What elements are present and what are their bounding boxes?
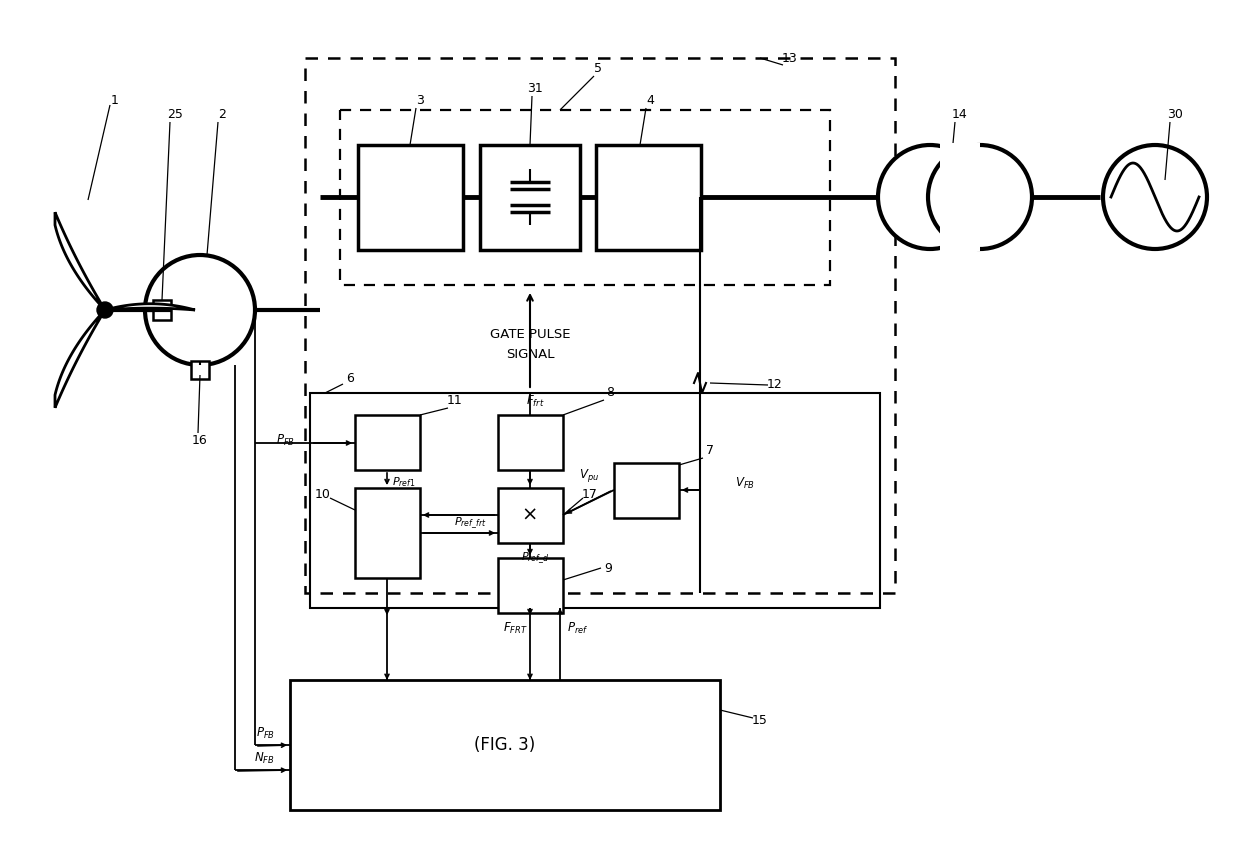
Polygon shape — [55, 310, 105, 408]
Bar — [310, 393, 880, 608]
Text: 12: 12 — [768, 378, 782, 391]
Text: 8: 8 — [606, 386, 614, 400]
Circle shape — [145, 255, 255, 365]
Text: ×: × — [522, 505, 538, 524]
Text: $P_{ref\_frt}$: $P_{ref\_frt}$ — [454, 516, 486, 531]
Text: 13: 13 — [782, 51, 797, 64]
Text: GATE PULSE: GATE PULSE — [490, 329, 570, 341]
Text: 6: 6 — [346, 372, 353, 384]
Bar — [358, 145, 463, 250]
Text: $P_{FB}$: $P_{FB}$ — [255, 726, 275, 740]
Bar — [480, 145, 580, 250]
Text: $P_{ref\_d}$: $P_{ref\_d}$ — [521, 550, 549, 565]
Text: 11: 11 — [448, 394, 463, 407]
Bar — [290, 680, 720, 810]
Text: $F_{FRT}$: $F_{FRT}$ — [502, 620, 527, 636]
Bar — [498, 415, 563, 470]
Text: 31: 31 — [527, 82, 543, 94]
Text: SIGNAL: SIGNAL — [506, 348, 554, 361]
Circle shape — [878, 145, 982, 249]
Bar — [614, 463, 680, 518]
Text: 30: 30 — [1167, 108, 1183, 122]
Bar — [596, 145, 701, 250]
Text: 14: 14 — [952, 108, 968, 122]
Circle shape — [1104, 145, 1207, 249]
Bar — [153, 300, 171, 320]
Bar — [498, 488, 563, 543]
Bar — [498, 558, 563, 613]
Text: 17: 17 — [582, 488, 598, 501]
Text: 7: 7 — [706, 444, 714, 456]
Text: 5: 5 — [594, 62, 601, 75]
Polygon shape — [105, 304, 195, 310]
Circle shape — [97, 302, 113, 318]
Bar — [355, 488, 420, 578]
Text: (FIG. 3): (FIG. 3) — [475, 736, 536, 754]
Text: $F_{frt}$: $F_{frt}$ — [526, 394, 544, 408]
Text: 25: 25 — [167, 108, 184, 122]
Bar — [305, 58, 895, 593]
Text: 1: 1 — [112, 94, 119, 106]
Polygon shape — [55, 212, 105, 310]
Bar — [940, 143, 980, 251]
Text: $P_{FB}$: $P_{FB}$ — [277, 432, 295, 448]
Text: 4: 4 — [646, 94, 653, 106]
Text: 10: 10 — [315, 488, 331, 501]
Text: $P_{ref}$: $P_{ref}$ — [567, 620, 589, 636]
Text: $N_{FB}$: $N_{FB}$ — [254, 751, 275, 765]
Text: $V_{pu}$: $V_{pu}$ — [579, 468, 599, 485]
Bar — [340, 110, 830, 285]
Bar — [191, 361, 210, 379]
Text: 16: 16 — [192, 433, 208, 446]
Bar — [355, 415, 420, 470]
Text: $V_{FB}$: $V_{FB}$ — [735, 475, 755, 491]
Text: $P_{ref1}$: $P_{ref1}$ — [392, 475, 415, 489]
Text: 2: 2 — [218, 108, 226, 122]
Text: 9: 9 — [604, 561, 611, 575]
Circle shape — [928, 145, 1032, 249]
Text: 15: 15 — [753, 714, 768, 727]
Text: 3: 3 — [417, 94, 424, 106]
